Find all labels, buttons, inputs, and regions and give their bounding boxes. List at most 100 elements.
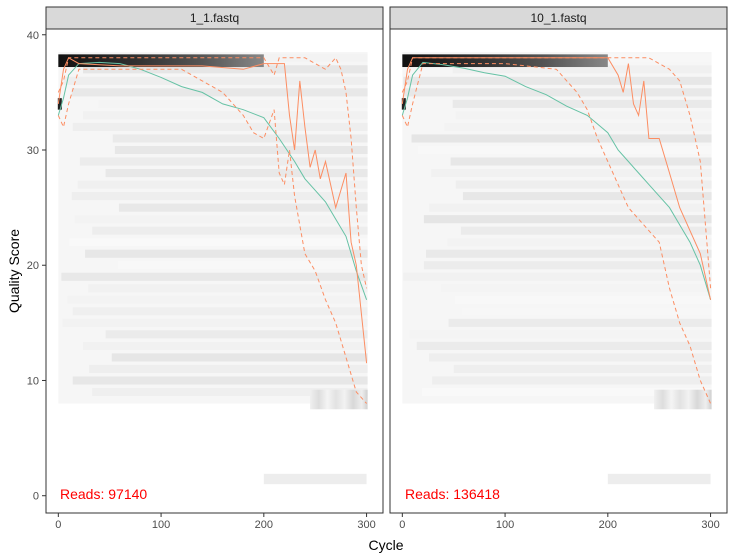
heatmap-band <box>462 192 712 201</box>
heatmap-band <box>455 180 712 189</box>
heatmap-band <box>117 261 368 270</box>
heatmap-band <box>403 272 712 281</box>
heatmap-band <box>98 99 368 108</box>
heatmap-band <box>77 180 368 189</box>
x-axis: 0 100 200 300 <box>399 513 720 531</box>
quality-heatmap <box>57 52 368 485</box>
heatmap-band <box>432 376 712 385</box>
median-quality-line <box>401 57 712 300</box>
panel-border <box>45 28 384 514</box>
q25-quality-line <box>401 63 712 404</box>
heatmap-band <box>417 145 712 155</box>
heatmap-band <box>92 387 368 397</box>
heatmap-band <box>62 318 368 327</box>
y-tick-label: 30 <box>27 145 39 157</box>
heatmap-band <box>111 353 368 362</box>
reads-count-label: Reads: 97140 <box>60 486 147 502</box>
heatmap-band <box>425 249 712 258</box>
heatmap-band <box>455 111 712 120</box>
y-tick-label: 0 <box>33 491 39 503</box>
x-tick-label: 200 <box>599 519 617 531</box>
heatmap-band <box>423 215 712 224</box>
x-axis: 0 100 200 300 <box>55 513 376 531</box>
heatmap-band <box>71 88 368 97</box>
heatmap-band <box>454 295 712 304</box>
heatmap-band <box>105 169 368 178</box>
y-axis: 0 10 20 30 40 <box>27 30 46 503</box>
heatmap-band <box>82 341 368 350</box>
heatmap-band <box>112 134 368 143</box>
heatmap-band <box>105 330 368 339</box>
heatmap-band-start <box>57 98 62 110</box>
x-tick-label: 300 <box>357 519 375 531</box>
y-tick-label: 10 <box>27 375 39 387</box>
x-axis-title: Cycle <box>368 537 403 553</box>
heatmap-band <box>441 284 712 293</box>
heatmap-band-top <box>402 54 608 68</box>
heatmap-band <box>444 122 712 131</box>
heatmap-band <box>423 261 712 270</box>
quality-lines <box>57 56 368 404</box>
heatmap-band <box>88 284 368 293</box>
heatmap-band <box>118 203 368 212</box>
heatmap-band <box>79 157 368 166</box>
heatmap-band <box>421 387 712 397</box>
heatmap-band-bottom <box>607 473 711 485</box>
y-tick-label: 40 <box>27 30 39 42</box>
facet-panel-2: 10_1.fastq Reads: 136418 0 100 200 300 <box>389 6 728 531</box>
heatmap-band <box>82 65 368 74</box>
mean-quality-line <box>57 61 368 300</box>
heatmap-band <box>411 134 712 143</box>
heatmap-band <box>450 157 712 166</box>
y-tick-label: 20 <box>27 260 39 272</box>
heatmap-band-low <box>310 389 368 410</box>
heatmap-band <box>71 192 368 201</box>
heatmap-band <box>448 318 712 327</box>
heatmap-band-low <box>654 389 712 410</box>
heatmap-band-start <box>401 98 406 110</box>
heatmap-band <box>72 376 368 385</box>
heatmap-band-bottom <box>263 473 367 485</box>
heatmap-band <box>82 111 368 120</box>
heatmap-band <box>461 307 712 316</box>
heatmap-band <box>61 272 368 281</box>
quality-lines <box>401 57 712 404</box>
x-tick-label: 0 <box>55 519 61 531</box>
x-tick-label: 300 <box>701 519 719 531</box>
heatmap-band <box>452 99 712 108</box>
x-tick-label: 100 <box>496 519 514 531</box>
heatmap-band <box>431 169 712 178</box>
heatmap-band <box>447 238 712 247</box>
heatmap-band <box>453 364 712 373</box>
heatmap-band <box>89 364 368 373</box>
median-quality-line <box>57 57 368 364</box>
heatmap-band <box>92 226 368 235</box>
heatmap-band <box>416 341 712 350</box>
heatmap-band <box>429 203 712 212</box>
panel-border <box>389 28 728 514</box>
heatmap-band <box>72 307 368 316</box>
heatmap-band <box>114 145 368 155</box>
heatmap-band <box>452 65 712 74</box>
q75-quality-line <box>57 56 368 289</box>
heatmap-band <box>460 226 712 235</box>
heatmap-band <box>403 76 712 85</box>
q75-quality-line <box>401 57 712 289</box>
heatmap-band <box>429 353 712 362</box>
facet-panel-1: 1_1.fastq Reads: 97140 0 100 200 300 <box>45 6 384 531</box>
facet-title: 10_1.fastq <box>530 11 586 25</box>
q25-quality-line <box>57 68 367 404</box>
heatmap-band-top <box>58 54 264 68</box>
heatmap-band <box>404 88 712 97</box>
x-tick-label: 200 <box>255 519 273 531</box>
heatmap-band <box>69 238 368 247</box>
reads-count-label: Reads: 136418 <box>405 486 500 502</box>
facet-title: 1_1.fastq <box>190 11 239 25</box>
heatmap-band <box>67 295 368 304</box>
heatmap-band <box>72 122 368 131</box>
heatmap-band <box>74 215 368 224</box>
x-tick-label: 100 <box>152 519 170 531</box>
y-axis-title: Quality Score <box>6 229 22 313</box>
heatmap-band <box>409 330 712 339</box>
